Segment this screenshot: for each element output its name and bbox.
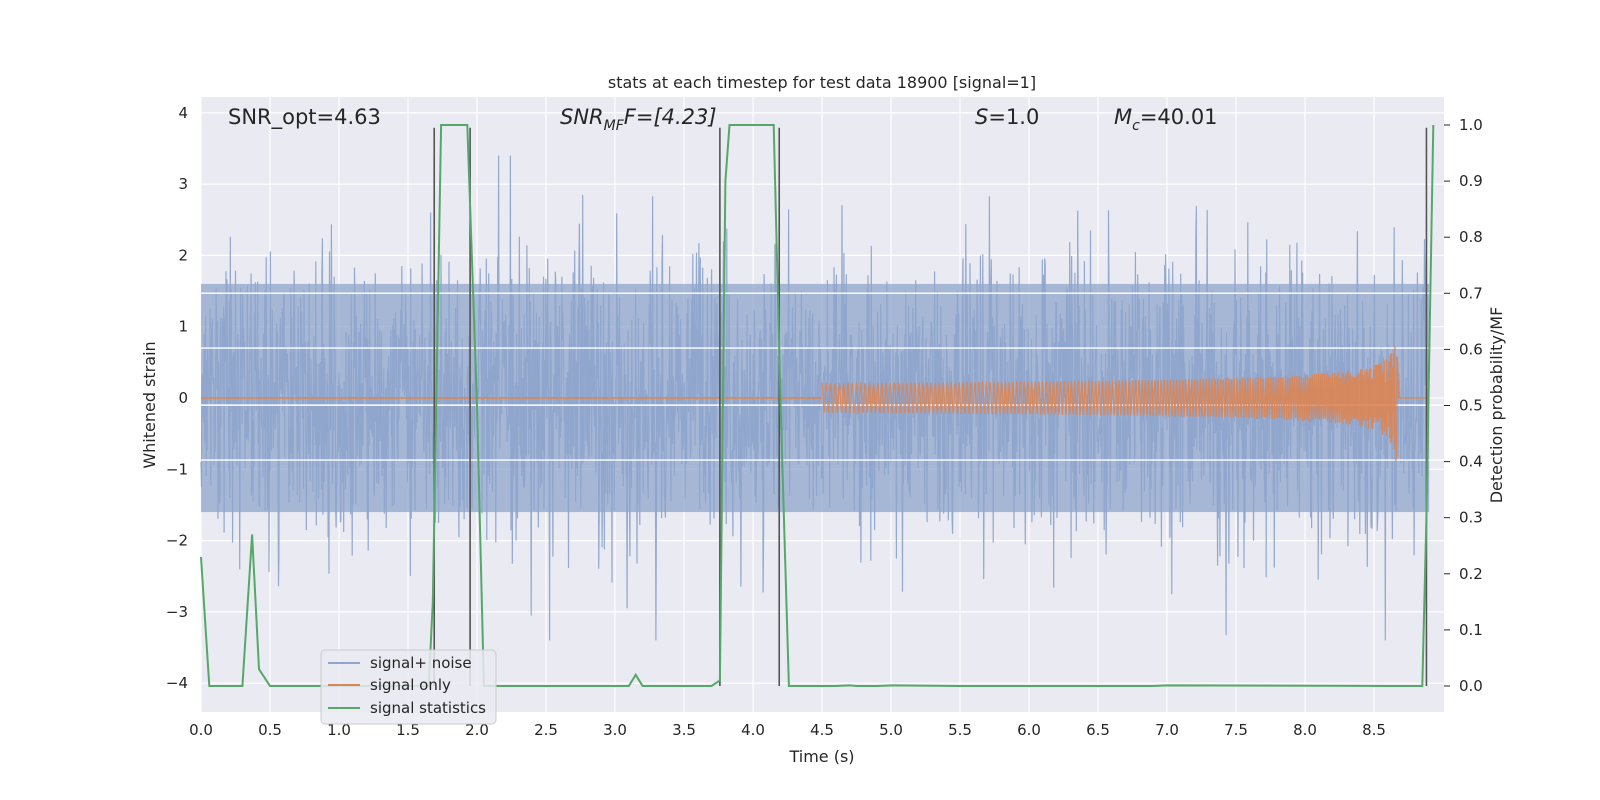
y-left-tick-label: 1 bbox=[178, 318, 188, 336]
y-right-tick-label: 0.5 bbox=[1459, 397, 1483, 415]
y-left-tick-label: 4 bbox=[178, 104, 188, 122]
y-left-ticks: 4 3 2 1 0 −1 −2 −3 −4 bbox=[166, 104, 188, 692]
y-right-tick-label: 0.4 bbox=[1459, 453, 1483, 471]
x-ticks: 0.0 0.5 1.0 1.5 2.0 2.5 3.0 3.5 4.0 4.5 5.0 5.5 6.0 6… bbox=[189, 721, 1386, 739]
chirp-series bbox=[201, 346, 1430, 462]
y-right-tick-label: 0.6 bbox=[1459, 340, 1483, 358]
y-left-tick-label: 3 bbox=[178, 175, 188, 193]
y-right-tick-label: 1.0 bbox=[1459, 116, 1483, 134]
chart-title: stats at each timestep for test data 189… bbox=[608, 73, 1036, 92]
x-tick-label: 0.5 bbox=[258, 721, 282, 739]
snr-mf-annotation: SNRMFF=[4.23] bbox=[560, 105, 717, 134]
x-tick-label: 1.5 bbox=[396, 721, 420, 739]
s-rest: =1.0 bbox=[988, 105, 1039, 129]
x-tick-label: 8.5 bbox=[1362, 721, 1386, 739]
mc-sub: c bbox=[1132, 118, 1140, 134]
y-left-axis-label: Whitened strain bbox=[140, 341, 159, 468]
legend-box bbox=[320, 649, 497, 725]
x-tick-label: 1.0 bbox=[327, 721, 351, 739]
x-tick-label: 7.0 bbox=[1155, 721, 1179, 739]
x-tick-label: 5.0 bbox=[879, 721, 903, 739]
x-tick-label: 0.0 bbox=[189, 721, 213, 739]
x-tick-label: 4.5 bbox=[810, 721, 834, 739]
y-right-tick-label: 0.7 bbox=[1459, 284, 1483, 302]
y-left-tick-label: 0 bbox=[178, 389, 188, 407]
white-horizontal-lines bbox=[201, 292, 1444, 461]
x-tick-label: 3.5 bbox=[672, 721, 696, 739]
y-left-tick-label: −3 bbox=[166, 603, 188, 621]
legend-label-signal-only: signal only bbox=[370, 676, 451, 694]
legend-label-signal-statistics: signal statistics bbox=[370, 699, 486, 717]
y-left-tick-label: −4 bbox=[166, 674, 188, 692]
x-tick-label: 4.0 bbox=[741, 721, 765, 739]
x-tick-label: 2.0 bbox=[465, 721, 489, 739]
s-main: S bbox=[975, 105, 988, 129]
y-right-tick-label: 0.9 bbox=[1459, 172, 1483, 190]
mc-rest: =40.01 bbox=[1140, 105, 1218, 129]
snr-mf-main: SNR bbox=[560, 105, 604, 129]
y-right-ticks: 1.0 0.9 0.8 0.7 0.6 0.5 0.4 0.3 0.2 0.1 0.0 bbox=[1444, 116, 1483, 695]
y-left-tick-label: −2 bbox=[166, 532, 188, 550]
y-right-axis-label: Detection probability/MF bbox=[1487, 307, 1506, 504]
x-tick-label: 5.5 bbox=[948, 721, 972, 739]
y-left-tick-label: −1 bbox=[166, 460, 188, 478]
legend-label-signal-noise: signal+ noise bbox=[370, 654, 472, 672]
snr-mf-sub: MF bbox=[604, 118, 625, 134]
y-right-tick-label: 0.8 bbox=[1459, 228, 1483, 246]
x-tick-label: 2.5 bbox=[534, 721, 558, 739]
x-tick-label: 3.0 bbox=[603, 721, 627, 739]
x-tick-label: 6.0 bbox=[1017, 721, 1041, 739]
s-annotation: S=1.0 bbox=[975, 105, 1039, 129]
y-right-tick-label: 0.1 bbox=[1459, 621, 1483, 639]
x-axis-label: Time (s) bbox=[788, 747, 854, 766]
mc-annotation: Mc=40.01 bbox=[1114, 105, 1218, 134]
mc-main: M bbox=[1114, 105, 1132, 129]
y-right-tick-label: 0.2 bbox=[1459, 565, 1483, 583]
y-left-tick-label: 2 bbox=[178, 246, 188, 264]
y-right-tick-label: 0.0 bbox=[1459, 677, 1483, 695]
series-signal-only-line bbox=[821, 346, 1430, 462]
x-tick-label: 6.5 bbox=[1086, 721, 1110, 739]
legend: signal+ noise signal only signal statist… bbox=[320, 649, 497, 725]
y-right-tick-label: 0.3 bbox=[1459, 509, 1483, 527]
x-tick-label: 7.5 bbox=[1224, 721, 1248, 739]
snr-opt-annotation: SNR_opt=4.63 bbox=[228, 105, 381, 130]
snr-mf-rest: F=[4.23] bbox=[624, 105, 717, 129]
x-tick-label: 8.0 bbox=[1293, 721, 1317, 739]
